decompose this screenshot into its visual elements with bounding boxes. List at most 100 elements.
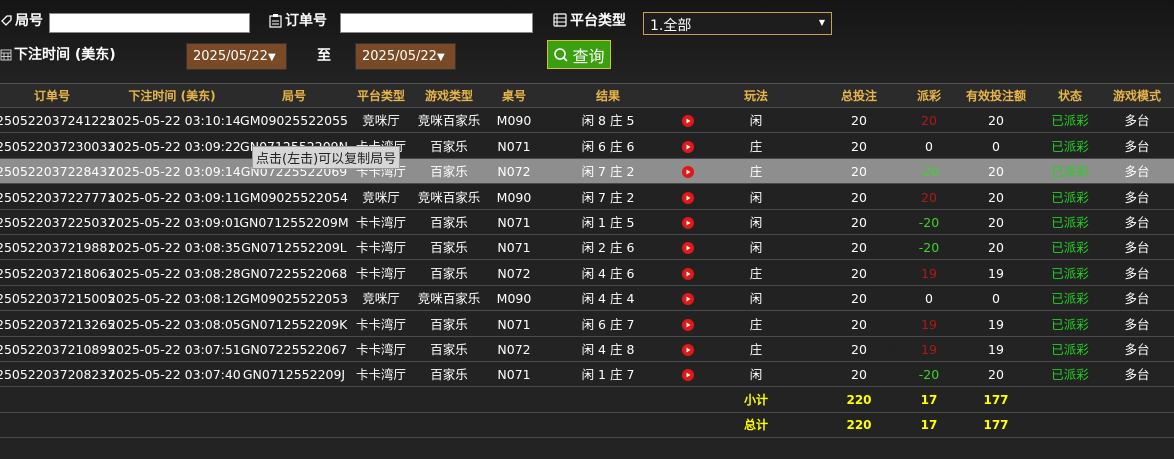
status: 已派彩 xyxy=(1051,240,1089,256)
total-bet: 20 xyxy=(851,164,867,180)
game-mode: 多台 xyxy=(1124,342,1150,357)
bet-type: 庄 xyxy=(749,164,763,180)
status: 已派彩 xyxy=(1051,342,1089,357)
bet-type: 庄 xyxy=(749,342,763,357)
total-bet: 20 xyxy=(851,113,867,129)
sum-valid-bet: 177 xyxy=(983,418,1009,433)
order-label-wrap: 订单号 xyxy=(268,10,327,30)
date-to[interactable]: 2025/05/22 xyxy=(355,43,456,70)
order-input[interactable] xyxy=(340,13,533,33)
replay-icon[interactable] xyxy=(682,293,694,306)
round-label: 局号 xyxy=(15,13,43,29)
table-row[interactable]: 250522037227773 2025-05-22 03:09:11 GM0902… xyxy=(0,185,1174,210)
payout: 19 xyxy=(921,342,937,357)
table-no: N072 xyxy=(497,265,531,281)
time-label-wrap: 下注时间 (美东) xyxy=(0,44,116,64)
game-mode: 多台 xyxy=(1124,367,1150,383)
result: 闲 6 庄 7 xyxy=(581,316,635,332)
payout: 0 xyxy=(925,291,933,307)
payout: 20 xyxy=(921,113,937,129)
platform-select[interactable]: 1.全部 xyxy=(643,12,832,35)
result: 闲 4 庄 6 xyxy=(581,265,635,281)
tag-icon xyxy=(1,14,12,26)
bet-time: 2025-05-22 03:08:35 xyxy=(108,240,241,256)
order-id: 250522037218063 xyxy=(0,265,116,281)
replay-icon[interactable] xyxy=(682,217,694,229)
bet-time: 2025-05-22 03:08:28 xyxy=(108,265,241,281)
total-bet: 20 xyxy=(851,367,867,383)
table-row[interactable]: 250522037241225 2025-05-22 03:10:14 GM0902… xyxy=(0,108,1174,134)
sum-total-bet: 220 xyxy=(846,392,872,407)
bet-type: 庄 xyxy=(749,265,763,281)
bet-type: 闲 xyxy=(749,240,763,256)
game-type: 百家乐 xyxy=(430,138,468,154)
payout: -20 xyxy=(918,215,940,230)
bet-time: 2025-05-22 03:09:11 xyxy=(108,189,241,205)
header-cell: 派彩 xyxy=(916,89,941,103)
valid-bet: 19 xyxy=(988,316,1004,332)
header-row: 订单号 下注时间 (美东) 局号 平台类型 游戏类型 桌号 结果 玩法 总投注 派彩 有效投注额 状态… xyxy=(0,83,1174,108)
valid-bet: 19 xyxy=(988,265,1004,281)
bet-time: 2025-05-22 03:08:05 xyxy=(108,316,241,332)
game-type: 百家乐 xyxy=(430,342,468,357)
payout: 20 xyxy=(921,189,937,205)
table-no: M090 xyxy=(496,291,532,307)
replay-icon[interactable] xyxy=(682,140,694,153)
platform: 卡卡湾厅 xyxy=(355,367,406,383)
status: 已派彩 xyxy=(1051,113,1089,129)
search-icon xyxy=(554,47,569,62)
round-id: GM09025522053 xyxy=(240,291,348,307)
header-cell: 有效投注额 xyxy=(965,89,1026,103)
replay-icon[interactable] xyxy=(682,369,694,382)
bet-type: 闲 xyxy=(749,189,763,205)
game-mode: 多台 xyxy=(1124,164,1150,180)
valid-bet: 0 xyxy=(992,138,1000,154)
table-row[interactable]: 250522037218063 2025-05-22 03:08:28 GN0722… xyxy=(0,261,1174,286)
platform-label: 平台类型 xyxy=(570,13,626,29)
grand-total-row: 总计 220 17 177 xyxy=(0,413,1174,439)
platform: 竞咪厅 xyxy=(362,113,400,129)
table-row[interactable]: 250522037215005 2025-05-22 03:08:12 GM0902… xyxy=(0,286,1174,312)
header-cell: 状态 xyxy=(1057,89,1082,103)
header-cell: 下注时间 (美东) xyxy=(128,89,216,103)
sum-label: 总计 xyxy=(743,418,768,433)
game-type: 竞咪百家乐 xyxy=(417,113,481,129)
order-id: 250522037210895 xyxy=(0,342,116,357)
order-label: 订单号 xyxy=(285,13,327,29)
sum-payout: 17 xyxy=(920,418,938,433)
bet-type: 庄 xyxy=(749,138,763,154)
replay-icon[interactable] xyxy=(682,267,694,280)
table-row[interactable]: 250522037213265 2025-05-22 03:08:05 GN0712… xyxy=(0,312,1174,337)
time-label: 下注时间 (美东) xyxy=(14,47,116,63)
status: 已派彩 xyxy=(1051,164,1089,180)
order-id: 250522037208237 xyxy=(0,367,116,383)
replay-icon[interactable] xyxy=(682,344,694,356)
status: 已派彩 xyxy=(1051,265,1089,281)
payout: -20 xyxy=(918,367,940,383)
table-row[interactable]: 250522037225037 2025-05-22 03:09:01 GN0712… xyxy=(0,210,1174,235)
table-row[interactable]: 250522037210895 2025-05-22 03:07:51 GN0722… xyxy=(0,337,1174,362)
replay-icon[interactable] xyxy=(682,166,694,179)
platform: 竞咪厅 xyxy=(362,291,400,307)
table-row[interactable]: 250522037228437 2025-05-22 03:09:14 GN0722… xyxy=(0,159,1174,185)
table-no: N072 xyxy=(497,164,531,180)
total-bet: 20 xyxy=(851,189,867,205)
bet-type: 庄 xyxy=(749,316,763,332)
replay-icon[interactable] xyxy=(682,242,694,255)
table-row[interactable]: 250522037219881 2025-05-22 03:08:35 GN0712… xyxy=(0,235,1174,261)
search-button[interactable]: 查询 xyxy=(547,40,611,69)
result: 闲 8 庄 5 xyxy=(581,113,635,129)
round-input[interactable] xyxy=(49,13,250,33)
replay-icon[interactable] xyxy=(682,191,694,204)
table-no: N071 xyxy=(497,316,531,332)
table-row[interactable]: 250522037208237 2025-05-22 03:07:40 GN0712… xyxy=(0,362,1174,388)
result: 闲 7 庄 2 xyxy=(581,164,635,180)
bet-time: 2025-05-22 03:08:12 xyxy=(108,291,241,307)
replay-icon[interactable] xyxy=(682,318,694,331)
date-from[interactable]: 2025/05/22 xyxy=(186,43,287,70)
platform-label-wrap: 平台类型 xyxy=(552,10,626,30)
game-type: 百家乐 xyxy=(430,316,468,332)
replay-icon[interactable] xyxy=(682,115,694,128)
